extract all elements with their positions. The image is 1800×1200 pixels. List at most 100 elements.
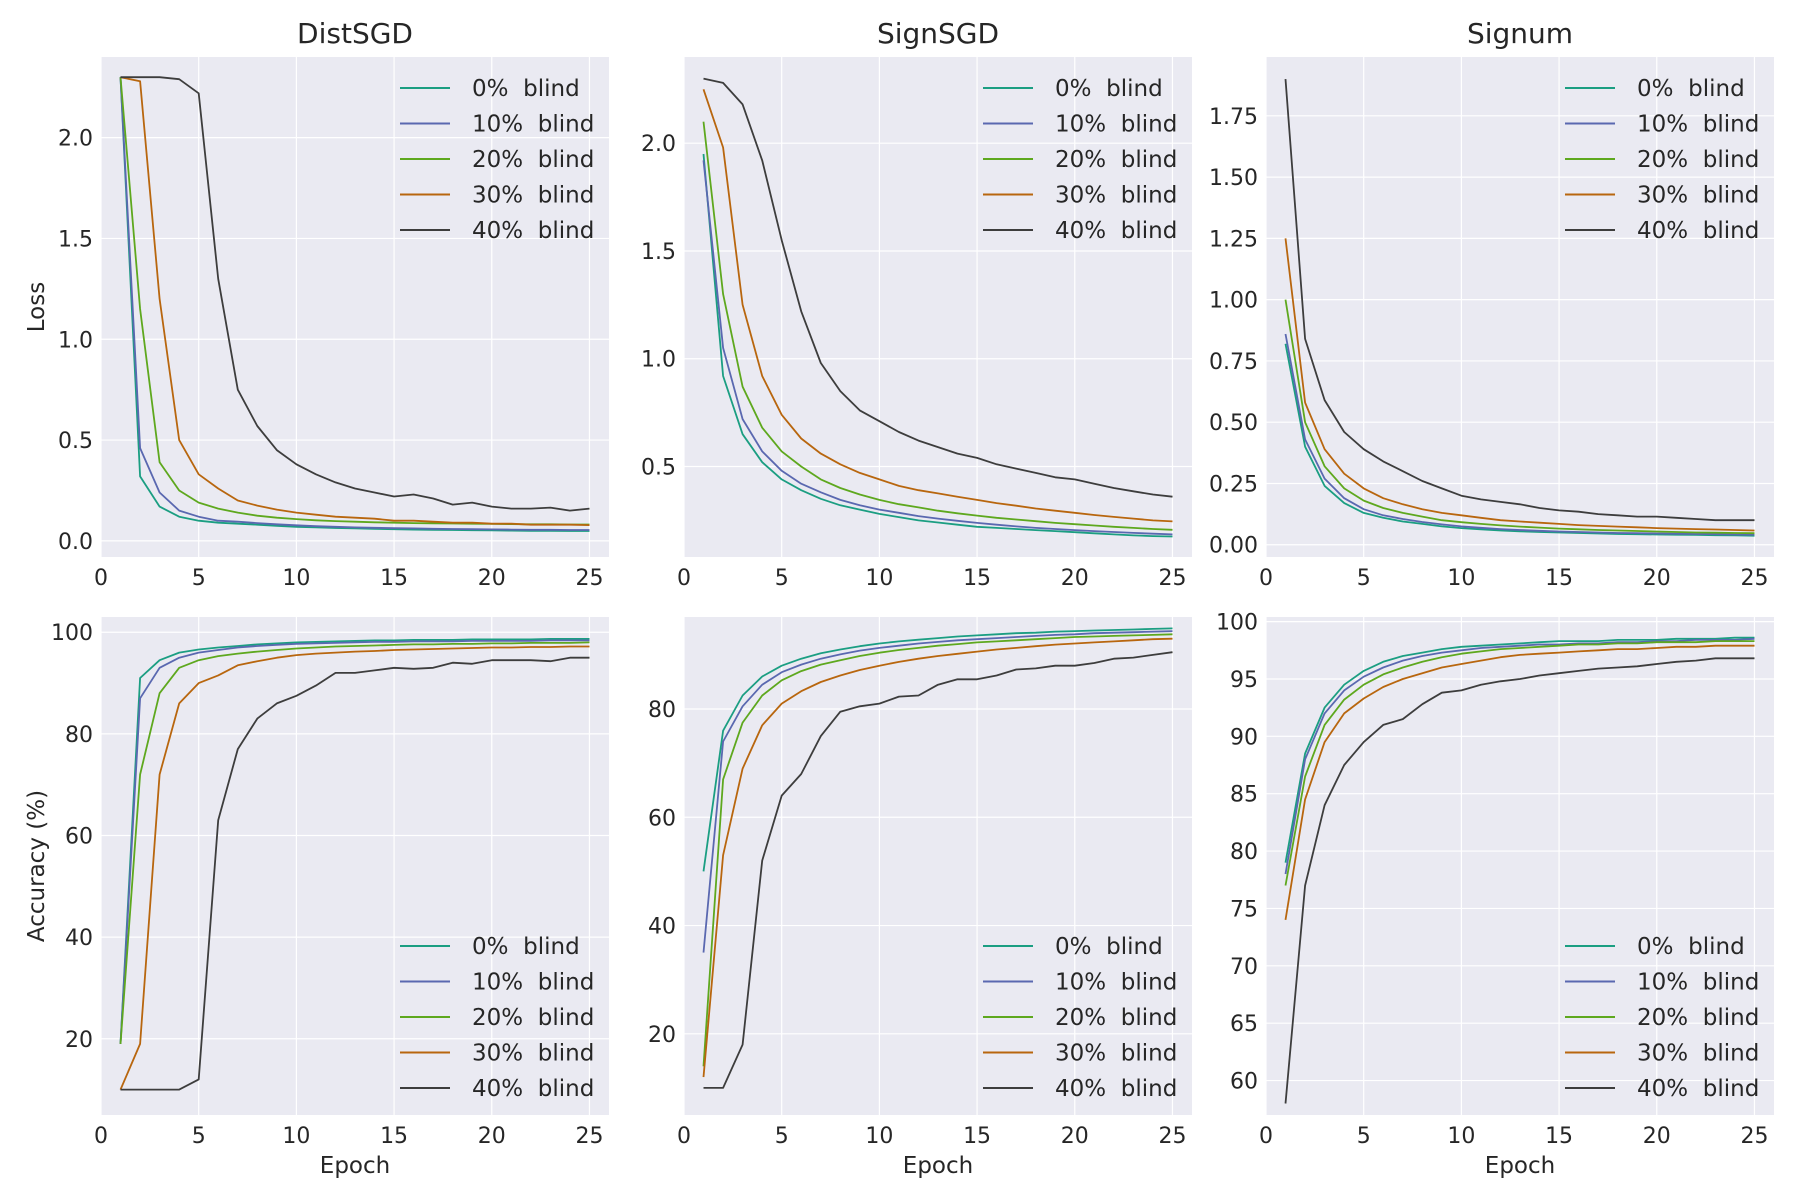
plot-area	[684, 57, 1192, 557]
y-tick-label: 1.0	[58, 328, 93, 353]
series-line-10pct	[1284, 637, 1755, 875]
panel-title: SignSGD	[877, 17, 999, 50]
series-line-0pct	[1284, 636, 1755, 863]
x-tick-label: 20	[1643, 566, 1671, 591]
y-tick-label: 80	[65, 723, 93, 748]
y-tick-label: 95	[1230, 668, 1258, 693]
series-line-10pct	[119, 77, 590, 531]
panel-signum-accuracy: 0 5 10 15 20 25 60 65 70 75 80 85 90 95 100 Epoch 0% bli…	[1216, 611, 1774, 1179]
legend-label: 10% blind	[472, 112, 594, 138]
series-line-20pct	[119, 641, 590, 1044]
x-tick-label: 15	[380, 566, 408, 591]
x-tick-label: 5	[775, 1124, 789, 1149]
legend: 0% blind 10% blind 20% blind 30% blind 40% b…	[1565, 934, 1759, 1102]
x-tick-label: 10	[865, 1124, 893, 1149]
series-line-30pct	[702, 637, 1173, 1078]
x-tick-label: 25	[1158, 566, 1186, 591]
panel-signsgd-loss: 0 5 10 15 20 25 0.5 1.0 1.5 2.0 SignSGD 0% blind 10%…	[641, 17, 1192, 591]
y-tick-label: 70	[1230, 955, 1258, 980]
plot-area	[684, 617, 1192, 1115]
legend: 0% blind 10% blind 20% blind 30% blind 40% b…	[983, 76, 1177, 244]
x-tick-label: 15	[1545, 566, 1573, 591]
series-line-20pct	[1284, 299, 1755, 535]
series-line-30pct	[1284, 238, 1755, 532]
series-line-10pct	[702, 160, 1173, 536]
legend-label: 10% blind	[1055, 970, 1177, 996]
plot-area	[101, 57, 609, 557]
legend-label: 40% blind	[1055, 218, 1177, 244]
panel-title: Signum	[1467, 17, 1573, 50]
x-tick-label: 25	[1740, 1124, 1768, 1149]
series-line-40pct	[1284, 79, 1755, 522]
x-tick-label: 5	[1357, 1124, 1371, 1149]
y-tick-label: 1.5	[641, 240, 676, 265]
legend-label: 20% blind	[472, 1005, 594, 1031]
legend-label: 20% blind	[1055, 1005, 1177, 1031]
legend: 0% blind 10% blind 20% blind 30% blind 40% b…	[1565, 76, 1759, 244]
x-axis-label: Epoch	[1485, 1153, 1555, 1179]
y-tick-label: 1.25	[1209, 227, 1258, 252]
series-line-10pct	[119, 639, 590, 1044]
y-axis-label: Loss	[24, 282, 50, 332]
legend-label: 20% blind	[1055, 147, 1177, 173]
x-tick-label: 15	[963, 1124, 991, 1149]
y-tick-label: 1.0	[641, 348, 676, 373]
legend-label: 0% blind	[472, 934, 580, 960]
series-line-20pct	[702, 633, 1173, 1067]
series-line-30pct	[119, 645, 590, 1090]
panel-distsgd-accuracy: 0 5 10 15 20 25 20 40 60 80 100 Epoch Accuracy (%) 0%…	[24, 617, 609, 1179]
legend-label: 30% blind	[1637, 1041, 1759, 1067]
series-line-10pct	[702, 630, 1173, 953]
x-tick-label: 25	[575, 1124, 603, 1149]
plot-area	[101, 617, 609, 1115]
legend-label: 10% blind	[1637, 970, 1759, 996]
legend-label: 20% blind	[1637, 147, 1759, 173]
series-line-30pct	[120, 76, 590, 526]
legend-label: 10% blind	[472, 970, 594, 996]
x-tick-label: 10	[865, 566, 893, 591]
panel-signum-loss: 0 5 10 15 20 25 0.00 0.25 0.50 0.75 1.00 1.25 1.50 1.…	[1209, 17, 1774, 591]
plot-area	[1266, 57, 1774, 557]
legend-label: 40% blind	[472, 218, 594, 244]
x-tick-label: 10	[1447, 566, 1475, 591]
legend-label: 0% blind	[1055, 76, 1163, 102]
y-tick-label: 1.50	[1209, 166, 1258, 191]
series-line-40pct	[1284, 657, 1755, 1104]
x-tick-label: 25	[575, 566, 603, 591]
legend-label: 40% blind	[472, 1076, 594, 1102]
y-tick-label: 0.75	[1209, 350, 1258, 375]
y-tick-label: 100	[51, 621, 93, 646]
y-tick-label: 80	[1230, 840, 1258, 865]
y-tick-label: 0.25	[1209, 472, 1258, 497]
series-line-40pct	[120, 76, 590, 512]
y-tick-label: 65	[1230, 1012, 1258, 1037]
y-axis-label: Accuracy (%)	[24, 790, 50, 942]
x-tick-label: 5	[1357, 566, 1371, 591]
legend-label: 30% blind	[472, 183, 594, 209]
series-line-40pct	[703, 77, 1173, 498]
y-tick-label: 0.50	[1209, 411, 1258, 436]
legend-label: 10% blind	[1637, 112, 1759, 138]
series-line-0pct	[702, 153, 1173, 538]
x-tick-label: 0	[1259, 566, 1273, 591]
legend: 0% blind 10% blind 20% blind 30% blind 40% b…	[400, 76, 594, 244]
series-line-40pct	[703, 651, 1173, 1089]
legend-label: 40% blind	[1637, 1076, 1759, 1102]
x-tick-label: 0	[677, 566, 691, 591]
x-tick-label: 15	[963, 566, 991, 591]
y-tick-label: 0.5	[58, 429, 93, 454]
x-tick-label: 0	[677, 1124, 691, 1149]
x-tick-label: 5	[192, 566, 206, 591]
x-tick-label: 5	[775, 566, 789, 591]
y-tick-label: 0.5	[641, 455, 676, 480]
x-tick-label: 10	[282, 1124, 310, 1149]
y-tick-label: 60	[1230, 1070, 1258, 1095]
x-tick-label: 25	[1740, 566, 1768, 591]
y-tick-label: 85	[1230, 783, 1258, 808]
panel-title: DistSGD	[297, 17, 413, 50]
legend-label: 0% blind	[472, 76, 580, 102]
y-tick-label: 90	[1230, 725, 1258, 750]
legend-label: 40% blind	[1055, 1076, 1177, 1102]
legend-label: 20% blind	[472, 147, 594, 173]
